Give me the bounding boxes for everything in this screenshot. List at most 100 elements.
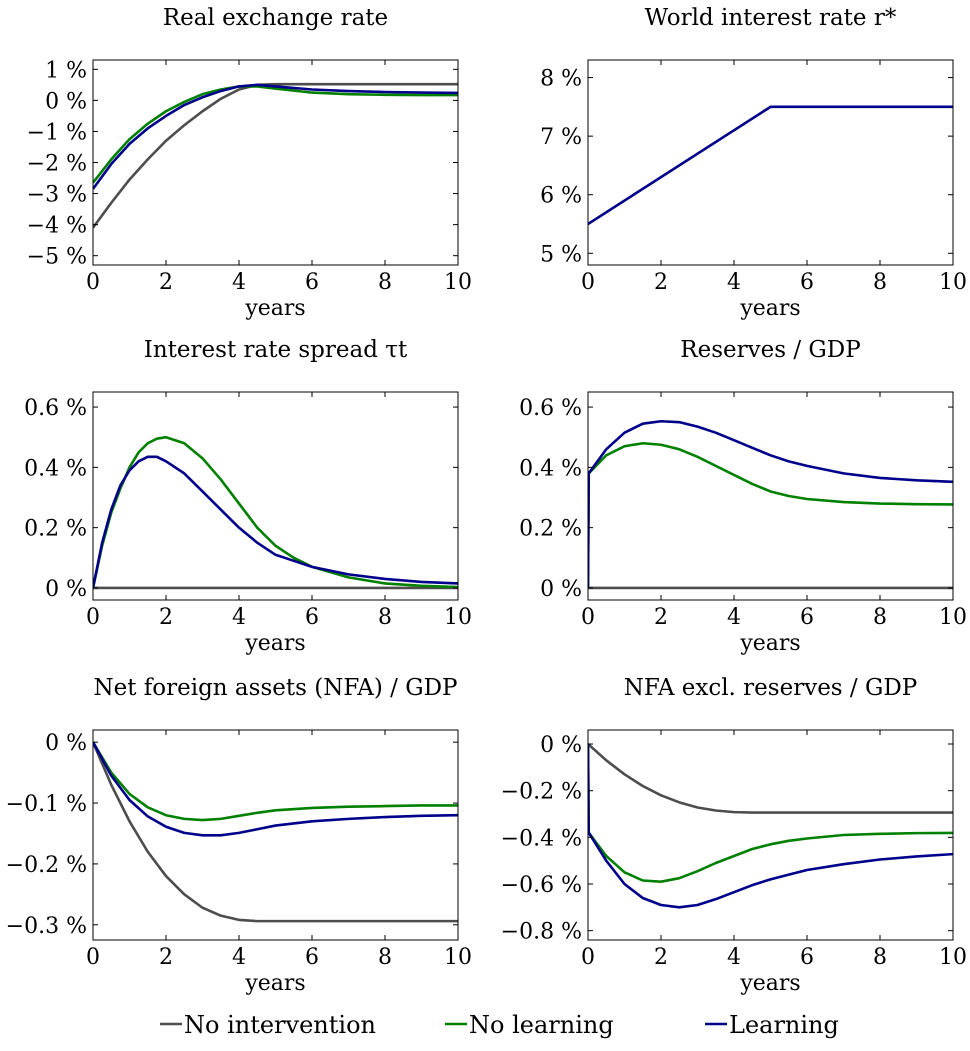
x-tick-label: 0 [581,945,595,970]
series-line-nolearn [93,741,458,822]
y-tick-label: 1 % [45,58,87,83]
y-tick-label: 0.6 % [519,396,582,421]
series-line-none [588,743,953,814]
x-tick-label: 4 [232,605,246,630]
x-tick-label: 10 [939,605,967,630]
axes-frame [587,59,954,266]
x-tick-label: 6 [305,605,319,630]
series-line-learn [93,455,458,589]
y-tick-label: 0.4 % [519,456,582,481]
x-tick-label: 0 [86,605,100,630]
series-line-nolearn [588,441,953,588]
panel-4: Reserves / GDP 0 2 4 6 8 10 years 0.6 % 0.4 % 0.2 … [519,337,967,656]
series-line-nolearn [93,85,458,184]
plot-grid: Real exchange rate 0 2 4 6 8 10 years 1 % 0 % −1 %… [6,5,967,996]
legend: No intervention No learning Learning [160,1011,839,1039]
panel-title: Net foreign assets (NFA) / GDP [93,675,457,701]
x-tick-label: 2 [159,605,173,630]
y-tick-label: −3 % [27,183,87,208]
panel-5: Net foreign assets (NFA) / GDP 0 2 4 6 8 10 yea… [6,675,472,996]
x-tick-label: 6 [800,270,814,295]
x-tick-label: 10 [444,945,472,970]
axes-frame [92,59,459,266]
x-tick-label: 0 [86,945,100,970]
series-line-learn [588,419,953,588]
x-tick-label: 2 [654,945,668,970]
panel-title: Real exchange rate [163,5,388,31]
y-tick-label: 8 % [540,67,582,92]
y-tick-label: −5 % [27,245,87,270]
series-line-none [93,741,458,923]
legend-item-none: No intervention [160,1011,376,1039]
series-line-learn [588,743,953,909]
x-tick-label: 2 [159,270,173,295]
y-tick-label: −1 % [27,120,87,145]
axes-frame [587,729,954,941]
x-tick-label: 0 [581,270,595,295]
x-tick-label: 6 [800,605,814,630]
y-tick-label: −0.6 % [501,873,582,898]
axes-frame [587,391,954,601]
axes-frame [92,391,459,601]
panel-2: World interest rate r* 0 2 4 6 8 10 years 8 % 7 %… [540,5,967,321]
x-tick-label: 2 [159,945,173,970]
y-tick-label: −0.2 % [501,780,582,805]
x-tick-label: 8 [378,945,392,970]
y-tick-label: 0.2 % [519,517,582,542]
x-tick-label: 8 [378,605,392,630]
y-tick-label: −0.2 % [6,853,87,878]
panel-1: Real exchange rate 0 2 4 6 8 10 years 1 % 0 % −1 %… [27,5,472,321]
x-tick-label: 4 [727,945,741,970]
y-tick-label: −0.1 % [6,792,87,817]
x-tick-label: 8 [873,270,887,295]
x-axis-label: years [244,296,305,321]
panel-6: NFA excl. reserves / GDP 0 2 4 6 8 10 years 0 % −… [501,675,967,996]
series-line-learn [93,741,458,837]
axes-frame [92,729,459,941]
series-line-learn [93,83,458,190]
x-tick-label: 2 [654,270,668,295]
legend-label: No intervention [184,1011,376,1039]
y-tick-label: 0.2 % [24,517,87,542]
y-tick-label: 0 % [540,733,582,758]
series-line-nolearn [93,435,458,589]
x-tick-label: 0 [581,605,595,630]
x-tick-label: 0 [86,270,100,295]
y-tick-label: −0.8 % [501,920,582,945]
y-tick-label: 7 % [540,125,582,150]
legend-label: Learning [729,1011,839,1039]
x-axis-label: years [244,631,305,656]
panel-title: World interest rate r* [645,5,897,31]
legend-item-nolearn: No learning [445,1011,614,1039]
x-axis-label: years [739,971,800,996]
panel-3: Interest rate spread τt 0 2 4 6 8 10 years 0.6 %… [24,337,472,656]
y-tick-label: −0.3 % [6,914,87,939]
x-tick-label: 6 [305,270,319,295]
panel-title: NFA excl. reserves / GDP [624,675,918,701]
y-tick-label: 6 % [540,184,582,209]
y-tick-label: 0 % [45,89,87,114]
y-tick-label: −4 % [27,214,87,239]
x-tick-label: 4 [727,605,741,630]
y-tick-label: −2 % [27,152,87,177]
series-line-none [93,82,458,229]
x-tick-label: 8 [378,270,392,295]
x-axis-label: years [739,631,800,656]
x-tick-label: 2 [654,605,668,630]
legend-label: No learning [469,1011,614,1039]
x-tick-label: 8 [873,605,887,630]
x-tick-label: 6 [305,945,319,970]
y-tick-label: 5 % [540,242,582,267]
x-tick-label: 8 [873,945,887,970]
x-tick-label: 4 [232,270,246,295]
y-tick-label: 0.6 % [24,396,87,421]
x-tick-label: 6 [800,945,814,970]
x-tick-label: 10 [444,605,472,630]
x-tick-label: 10 [939,270,967,295]
y-tick-label: −0.4 % [501,826,582,851]
panel-title: Reserves / GDP [680,337,860,363]
series-line-learn [588,105,953,226]
x-tick-label: 4 [727,270,741,295]
legend-item-learn: Learning [705,1011,839,1039]
